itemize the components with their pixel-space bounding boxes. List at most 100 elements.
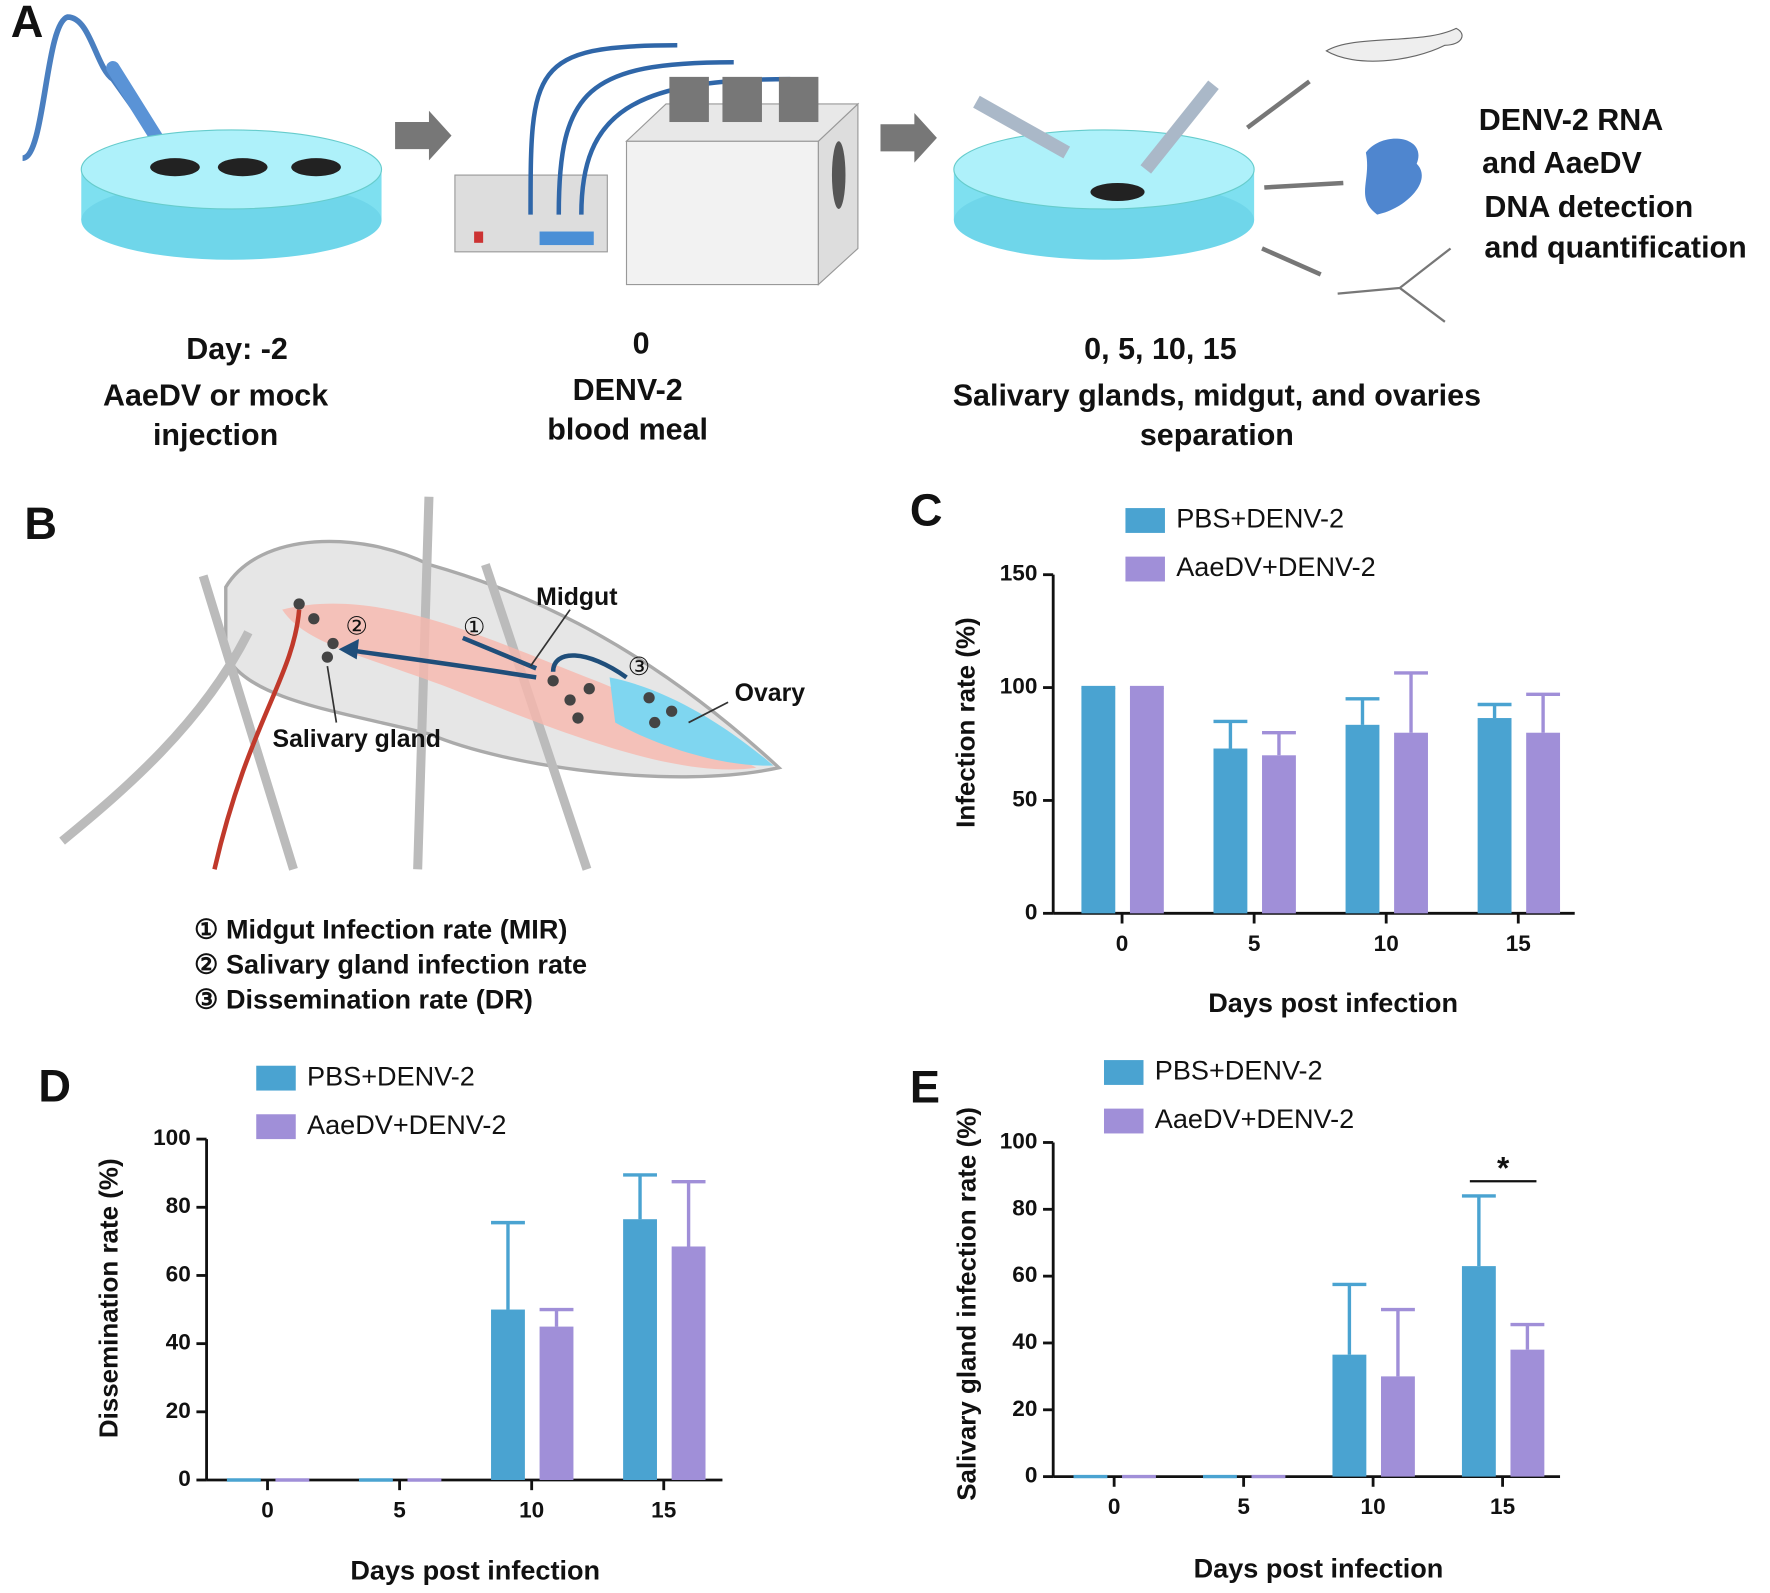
- error-bar: [623, 1173, 657, 1220]
- panel-label: D: [38, 1060, 71, 1111]
- y-tick-label: 60: [166, 1261, 191, 1286]
- detection-line: DENV-2 RNA: [1479, 103, 1664, 137]
- dish-top: [953, 129, 1255, 210]
- panel-label: C: [910, 485, 943, 536]
- arrow-midgut: [461, 635, 538, 671]
- legend-swatch: [256, 1065, 296, 1091]
- y-tick-label: 100: [1000, 1128, 1038, 1153]
- bar: [491, 1309, 525, 1481]
- arrow: [395, 110, 452, 161]
- error-bar: [1381, 1307, 1415, 1377]
- step-text: Salivary glands, midgut, and ovaries: [953, 379, 1481, 413]
- legend-label: PBS+DENV-2: [1155, 1055, 1323, 1086]
- pointer: [688, 701, 729, 724]
- error-bar: [1332, 1282, 1367, 1355]
- device-light: [474, 231, 484, 243]
- y-tick-label: 100: [153, 1125, 191, 1150]
- panel-label: B: [24, 498, 57, 549]
- pointer: [529, 609, 571, 667]
- y-tick-label: 100: [1000, 674, 1038, 699]
- forceps: [973, 95, 1071, 159]
- marker: ①: [463, 614, 485, 641]
- marker: ②: [346, 613, 368, 640]
- significance-label: *: [1497, 1149, 1510, 1185]
- x-tick-label: 10: [1374, 931, 1399, 956]
- error-bar: [1345, 697, 1380, 725]
- legend-label: AaeDV+DENV-2: [307, 1109, 506, 1140]
- sample-arrows: [1246, 79, 1344, 277]
- legend-line: ① Midgut Infection rate (MIR): [194, 914, 567, 945]
- bar: [1129, 687, 1164, 914]
- y-tick-label: 80: [1012, 1195, 1037, 1220]
- bar: [1262, 755, 1296, 914]
- organ-label: Midgut: [536, 584, 617, 611]
- step-text: injection: [153, 418, 278, 452]
- y-tick-label: 40: [166, 1330, 191, 1355]
- organ-label: Ovary: [735, 680, 806, 707]
- panel-b-labels: Midgut Ovary Salivary gland ① ② ③: [273, 584, 806, 753]
- cage-front: [625, 140, 819, 286]
- salivary-duct: [212, 609, 302, 870]
- cage-hole: [831, 141, 846, 209]
- y-tick-label: 50: [1012, 786, 1037, 811]
- panel-a-captions: Day: -2 AaeDV or mock injection 0 DENV-2…: [103, 327, 1481, 452]
- detection-line: DNA detection: [1484, 190, 1693, 224]
- error-bar: [1394, 671, 1428, 733]
- legend-label: AaeDV+DENV-2: [1155, 1103, 1354, 1134]
- y-tick-label: 20: [1012, 1396, 1037, 1421]
- step-text: AaeDV or mock: [103, 379, 328, 413]
- legend-label: PBS+DENV-2: [307, 1060, 475, 1091]
- error-bar: [1477, 702, 1512, 719]
- error-bar: [1262, 731, 1296, 756]
- bar: [1081, 687, 1116, 914]
- y-axis-title: Salivary gland infection rate (%): [951, 1107, 981, 1501]
- x-tick-label: 5: [1248, 931, 1261, 956]
- bar: [1213, 748, 1248, 914]
- x-tick-label: 5: [1237, 1494, 1250, 1519]
- legend-swatch: [1103, 1060, 1144, 1085]
- feeder-3: [778, 76, 819, 123]
- error-bar: [671, 1180, 706, 1247]
- error-bar: [1526, 692, 1561, 733]
- bar: [1510, 1349, 1545, 1477]
- mosquitoes: [150, 158, 341, 177]
- bar: [1461, 1266, 1496, 1477]
- bar: [1477, 718, 1512, 914]
- x-tick-label: 0: [1116, 931, 1129, 956]
- legend-line: ③ Dissemination rate (DR): [194, 984, 533, 1015]
- midgut-icon: [1325, 27, 1463, 62]
- step-text: separation: [1140, 418, 1294, 452]
- marker: ③: [628, 654, 650, 681]
- bar: [1526, 732, 1561, 914]
- mosquito: [1090, 182, 1145, 202]
- salivary-icon: [1365, 138, 1422, 215]
- step-text: blood meal: [547, 412, 708, 446]
- x-tick-label: 0: [261, 1498, 274, 1523]
- x-tick-label: 5: [393, 1498, 406, 1523]
- panel-b-legend: ① Midgut Infection rate (MIR) ② Salivary…: [194, 914, 587, 1015]
- x-tick-label: 0: [1108, 1494, 1121, 1519]
- bar: [671, 1246, 706, 1481]
- legend-label: AaeDV+DENV-2: [1176, 551, 1375, 582]
- y-axis-title: Infection rate (%): [950, 617, 980, 828]
- organ-label: Salivary gland: [273, 726, 441, 753]
- step-day: 0, 5, 10, 15: [1084, 332, 1237, 366]
- feeder-1: [669, 76, 709, 123]
- y-tick-label: 80: [166, 1193, 191, 1218]
- x-tick-label: 15: [1490, 1494, 1515, 1519]
- y-tick-label: 60: [1012, 1262, 1037, 1287]
- step-text: DENV-2: [573, 373, 683, 407]
- bar: [1394, 732, 1428, 914]
- error-bar: [1461, 1194, 1496, 1267]
- y-tick-label: 20: [166, 1398, 191, 1423]
- ovary-icon: [1337, 247, 1452, 323]
- y-tick-label: 0: [1025, 1463, 1038, 1488]
- error-bar: [539, 1307, 574, 1327]
- panel-label: A: [11, 0, 44, 47]
- detection-line: and AaeDV: [1482, 146, 1642, 180]
- arrowhead: [338, 639, 359, 660]
- mosquito-legs: [59, 496, 592, 871]
- injector-tube: [21, 14, 172, 161]
